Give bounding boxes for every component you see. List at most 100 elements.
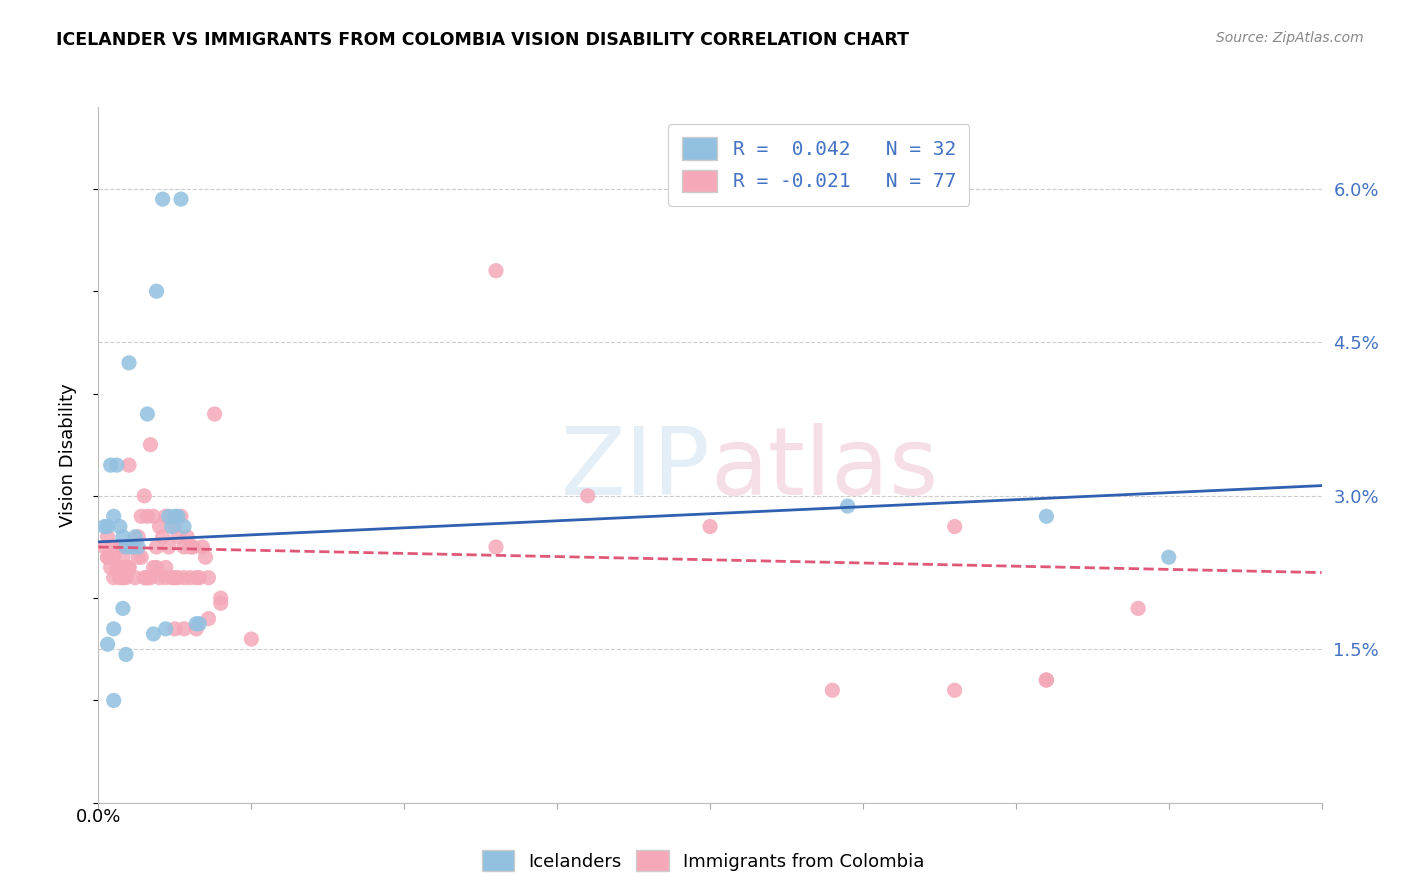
Point	[127, 550, 149, 565]
Point	[167, 530, 190, 544]
Point	[145, 540, 167, 554]
Point	[118, 356, 141, 370]
Point	[163, 519, 186, 533]
Point	[485, 540, 508, 554]
Point	[209, 596, 232, 610]
Point	[134, 489, 156, 503]
Point	[93, 540, 115, 554]
Point	[105, 540, 128, 554]
Point	[127, 530, 149, 544]
Point	[149, 519, 172, 533]
Point	[103, 622, 125, 636]
Point	[204, 407, 226, 421]
Point	[115, 648, 138, 662]
Point	[129, 509, 152, 524]
Point	[111, 550, 134, 565]
Point	[485, 264, 508, 278]
Point	[943, 683, 966, 698]
Point	[155, 560, 177, 574]
Point	[155, 622, 177, 636]
Point	[160, 571, 183, 585]
Point	[163, 571, 186, 585]
Point	[152, 192, 174, 206]
Point	[155, 571, 177, 585]
Point	[188, 616, 211, 631]
Point	[97, 550, 120, 565]
Point	[179, 540, 201, 554]
Point	[1035, 673, 1057, 687]
Text: Source: ZipAtlas.com: Source: ZipAtlas.com	[1216, 31, 1364, 45]
Point	[124, 530, 146, 544]
Point	[93, 519, 115, 533]
Point	[136, 407, 159, 421]
Point	[179, 571, 201, 585]
Point	[97, 550, 120, 565]
Point	[108, 560, 131, 574]
Point	[173, 519, 195, 533]
Point	[209, 591, 232, 606]
Point	[134, 571, 156, 585]
Point	[103, 550, 125, 565]
Point	[576, 489, 599, 503]
Point	[108, 519, 131, 533]
Point	[157, 540, 180, 554]
Point	[173, 571, 195, 585]
Point	[115, 540, 138, 554]
Point	[1035, 509, 1057, 524]
Point	[111, 571, 134, 585]
Point	[170, 192, 193, 206]
Point	[170, 509, 193, 524]
Point	[111, 601, 134, 615]
Point	[145, 284, 167, 298]
Text: atlas: atlas	[710, 423, 938, 515]
Text: ICELANDER VS IMMIGRANTS FROM COLOMBIA VISION DISABILITY CORRELATION CHART: ICELANDER VS IMMIGRANTS FROM COLOMBIA VI…	[56, 31, 910, 49]
Point	[115, 571, 138, 585]
Point	[124, 540, 146, 554]
Point	[186, 571, 208, 585]
Point	[111, 530, 134, 544]
Point	[118, 560, 141, 574]
Point	[118, 560, 141, 574]
Legend: R =  0.042   N = 32, R = -0.021   N = 77: R = 0.042 N = 32, R = -0.021 N = 77	[668, 124, 969, 205]
Point	[97, 519, 120, 533]
Point	[100, 458, 122, 472]
Point	[136, 509, 159, 524]
Point	[108, 540, 131, 554]
Point	[103, 509, 125, 524]
Point	[142, 509, 165, 524]
Point	[240, 632, 263, 646]
Text: 0.0%: 0.0%	[76, 808, 121, 826]
Point	[173, 622, 195, 636]
Point	[176, 530, 198, 544]
Point	[121, 540, 143, 554]
Point	[160, 519, 183, 533]
Point	[129, 550, 152, 565]
Point	[699, 519, 721, 533]
Y-axis label: Vision Disability: Vision Disability	[59, 383, 77, 527]
Legend: Icelanders, Immigrants from Colombia: Icelanders, Immigrants from Colombia	[474, 843, 932, 879]
Point	[136, 571, 159, 585]
Point	[115, 560, 138, 574]
Point	[139, 438, 162, 452]
Point	[97, 530, 120, 544]
Point	[837, 499, 859, 513]
Point	[181, 540, 204, 554]
Point	[167, 509, 190, 524]
Point	[103, 571, 125, 585]
Point	[186, 622, 208, 636]
Point	[943, 519, 966, 533]
Point	[197, 612, 219, 626]
Point	[821, 683, 844, 698]
Point	[108, 571, 131, 585]
Point	[103, 693, 125, 707]
Point	[97, 637, 120, 651]
Point	[194, 550, 217, 565]
Point	[1157, 550, 1180, 565]
Point	[124, 571, 146, 585]
Point	[1128, 601, 1150, 615]
Point	[191, 540, 214, 554]
Point	[163, 622, 186, 636]
Point	[118, 458, 141, 472]
Point	[188, 571, 211, 585]
Point	[136, 571, 159, 585]
